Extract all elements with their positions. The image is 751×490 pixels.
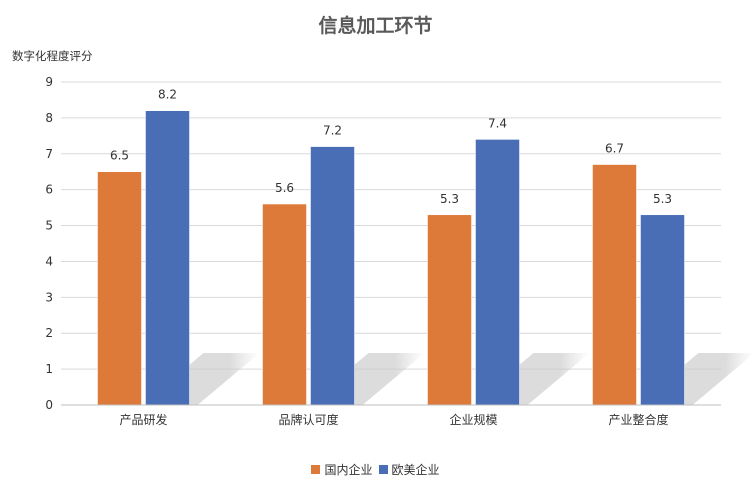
legend: 国内企业 欧美企业 xyxy=(0,461,751,478)
y-tick-label: 0 xyxy=(45,398,53,412)
y-tick-label: 7 xyxy=(45,147,53,161)
legend-item-western: 欧美企业 xyxy=(378,461,440,478)
x-tick-label: 企业规模 xyxy=(449,412,497,427)
data-label: 7.4 xyxy=(488,116,507,130)
data-label: 6.7 xyxy=(605,142,624,156)
bar-domestic xyxy=(262,203,307,406)
legend-swatch-western xyxy=(378,465,388,474)
data-labels: 6.5 8.2 5.6 7.2 5.3 7.4 6.7 5.3 xyxy=(110,88,672,206)
x-tick-label: 产业整合度 xyxy=(608,412,668,427)
y-tick-label: 4 xyxy=(45,254,53,268)
data-label: 8.2 xyxy=(158,88,177,102)
data-label: 5.3 xyxy=(653,192,672,206)
legend-item-domestic: 国内企业 xyxy=(311,461,373,478)
data-label: 5.6 xyxy=(275,181,294,195)
legend-label-domestic: 国内企业 xyxy=(324,463,373,477)
bar-western xyxy=(145,110,190,406)
axes: 0 1 2 3 4 5 6 7 8 9 产品研发 品牌认可度 企业规模 产业整合度 xyxy=(45,75,721,427)
bar-western xyxy=(310,146,355,406)
data-label: 7.2 xyxy=(323,124,342,138)
x-tick-label: 品牌认可度 xyxy=(278,412,338,427)
y-tick-label: 1 xyxy=(45,362,53,376)
chart-title: 信息加工环节 xyxy=(318,15,433,37)
y-axis-label: 数字化程度评分 xyxy=(12,49,93,63)
data-label: 6.5 xyxy=(110,149,129,163)
y-tick-label: 2 xyxy=(45,326,53,340)
legend-swatch-domestic xyxy=(311,465,321,474)
data-label: 5.3 xyxy=(440,192,459,206)
bar-domestic xyxy=(427,214,472,406)
y-tick-label: 8 xyxy=(45,111,53,125)
bar-western xyxy=(475,139,520,406)
x-tick-label: 产品研发 xyxy=(119,412,167,427)
y-tick-label: 3 xyxy=(45,290,53,304)
bar-western xyxy=(640,214,685,406)
y-tick-label: 9 xyxy=(45,75,53,89)
bar-domestic xyxy=(97,171,142,406)
legend-label-western: 欧美企业 xyxy=(391,463,440,477)
bars xyxy=(97,110,685,406)
y-tick-label: 6 xyxy=(45,183,53,197)
bar-domestic xyxy=(592,164,637,406)
y-tick-label: 5 xyxy=(45,219,53,233)
